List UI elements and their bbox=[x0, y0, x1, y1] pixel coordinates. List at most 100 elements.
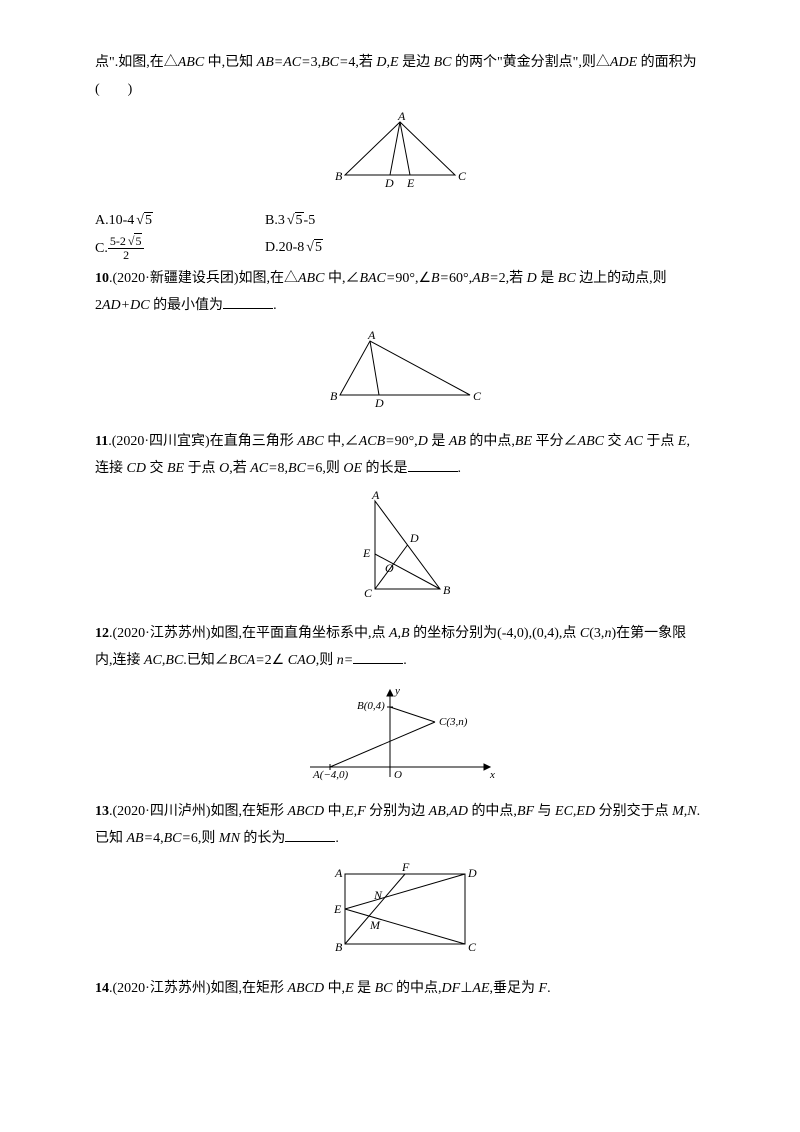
text: 的中点, bbox=[468, 804, 517, 819]
label-E: E bbox=[406, 176, 415, 190]
text: 的长为 bbox=[240, 831, 286, 846]
text: 2,若 bbox=[499, 271, 527, 286]
label-D: D bbox=[384, 176, 394, 190]
text: ACB= bbox=[359, 434, 395, 449]
text: 6,则 bbox=[191, 831, 219, 846]
label-A: A bbox=[371, 489, 380, 502]
label-B: B bbox=[443, 583, 451, 597]
text: BC bbox=[434, 55, 452, 70]
text: AB= bbox=[127, 831, 154, 846]
text: F bbox=[539, 981, 548, 996]
text: ABC bbox=[298, 271, 324, 286]
sqrt-icon: 5 bbox=[126, 235, 143, 248]
text: 的两个"黄金分割点",则△ bbox=[451, 55, 609, 70]
text: . bbox=[403, 653, 407, 668]
label-O: O bbox=[385, 561, 394, 575]
text: BC= bbox=[321, 55, 348, 70]
label-A: A bbox=[367, 328, 376, 342]
text: .(2020·四川泸州)如图,在矩形 bbox=[109, 804, 288, 819]
text: ABCD bbox=[288, 804, 325, 819]
text: 的最小值为 bbox=[150, 298, 224, 313]
qnum: 14 bbox=[95, 981, 109, 996]
qnum: 12 bbox=[95, 626, 109, 641]
qnum: 11 bbox=[95, 434, 108, 449]
question-13: 13.(2020·四川泸州)如图,在矩形 ABCD 中,E,F 分别为边 AB,… bbox=[95, 799, 705, 969]
text: 中,已知 bbox=[204, 55, 257, 70]
text: 2 bbox=[108, 249, 145, 262]
q9-text: 点".如图,在△ABC 中,已知 AB=AC=3,BC=4,若 D,E 是边 B… bbox=[95, 50, 705, 75]
text: BCA= bbox=[229, 653, 265, 668]
label-C: C(3,n) bbox=[439, 716, 468, 728]
text: ABC bbox=[178, 55, 204, 70]
text: 是 bbox=[354, 981, 375, 996]
text: AB bbox=[449, 434, 466, 449]
text: D,E bbox=[376, 55, 398, 70]
q12-text: 12.(2020·江苏苏州)如图,在平面直角坐标系中,点 A,B 的坐标分别为(… bbox=[95, 621, 705, 646]
q11-figure: A B C D E O bbox=[95, 489, 705, 613]
text: AD+DC bbox=[102, 298, 150, 313]
text: ABC bbox=[578, 434, 604, 449]
text: )在第一象限 bbox=[611, 626, 686, 641]
text: . bbox=[697, 804, 701, 819]
option-C: C.5-252 bbox=[95, 235, 265, 262]
text: (3, bbox=[589, 626, 604, 641]
text: 是边 bbox=[399, 55, 434, 70]
text: D bbox=[418, 434, 428, 449]
label-D: D bbox=[409, 531, 419, 545]
question-10: 10.(2020·新疆建设兵团)如图,在△ABC 中,∠BAC=90°,∠B=6… bbox=[95, 266, 705, 421]
text: BAC= bbox=[359, 271, 395, 286]
text: 2 bbox=[95, 298, 102, 313]
question-14: 14.(2020·江苏苏州)如图,在矩形 ABCD 中,E 是 BC 的中点,D… bbox=[95, 976, 705, 1001]
text: 已知 bbox=[95, 831, 127, 846]
text: A,B bbox=[389, 626, 410, 641]
text: 是 bbox=[537, 271, 558, 286]
label-B: B(0,4) bbox=[357, 700, 385, 712]
text: , bbox=[686, 434, 690, 449]
label-N: N bbox=[373, 888, 383, 902]
label-C: C bbox=[473, 389, 482, 403]
label-B: B bbox=[330, 389, 338, 403]
text: 的面积为 bbox=[637, 55, 697, 70]
text: 2∠ bbox=[265, 653, 288, 668]
text: . bbox=[547, 981, 551, 996]
label-B: B bbox=[335, 940, 343, 954]
text: 5 bbox=[314, 239, 323, 255]
label-O: O bbox=[394, 769, 402, 781]
label-A: A bbox=[334, 866, 343, 880]
text: 内,连接 bbox=[95, 653, 144, 668]
q10-figure: A B C D bbox=[95, 327, 705, 421]
label-M: M bbox=[369, 918, 381, 932]
text: OE bbox=[343, 461, 362, 476]
text: .已知∠ bbox=[183, 653, 229, 668]
label-B: B bbox=[335, 169, 343, 183]
text: 交 bbox=[146, 461, 167, 476]
text: D.20-8 bbox=[265, 240, 304, 255]
text: 5 bbox=[144, 212, 153, 228]
text: -5 bbox=[304, 213, 316, 228]
text: AC,BC bbox=[144, 653, 183, 668]
text: ,则 bbox=[316, 653, 337, 668]
text: AE bbox=[472, 981, 489, 996]
sqrt-icon: 5 bbox=[134, 208, 153, 233]
label-C: C bbox=[364, 586, 373, 600]
text: B.3 bbox=[265, 213, 285, 228]
text: ABCD bbox=[288, 981, 325, 996]
text: 4, bbox=[153, 831, 164, 846]
q14-text: 14.(2020·江苏苏州)如图,在矩形 ABCD 中,E 是 BC 的中点,D… bbox=[95, 976, 705, 1001]
label-A: A(−4,0) bbox=[312, 769, 349, 781]
text: E bbox=[345, 981, 354, 996]
text: BC= bbox=[288, 461, 315, 476]
text: DF bbox=[442, 981, 461, 996]
text: 于点 bbox=[643, 434, 678, 449]
text: CAO bbox=[288, 653, 316, 668]
q9-figure: A B C D E bbox=[95, 110, 705, 199]
qnum: 10 bbox=[95, 271, 109, 286]
label-D: D bbox=[374, 396, 384, 410]
question-12: 12.(2020·江苏苏州)如图,在平面直角坐标系中,点 A,B 的坐标分别为(… bbox=[95, 621, 705, 791]
text: ADE bbox=[610, 55, 637, 70]
text: 交 bbox=[604, 434, 625, 449]
text: AB= bbox=[472, 271, 499, 286]
text: 于点 bbox=[184, 461, 219, 476]
label-F: F bbox=[401, 860, 410, 874]
text: 5 bbox=[134, 233, 142, 248]
